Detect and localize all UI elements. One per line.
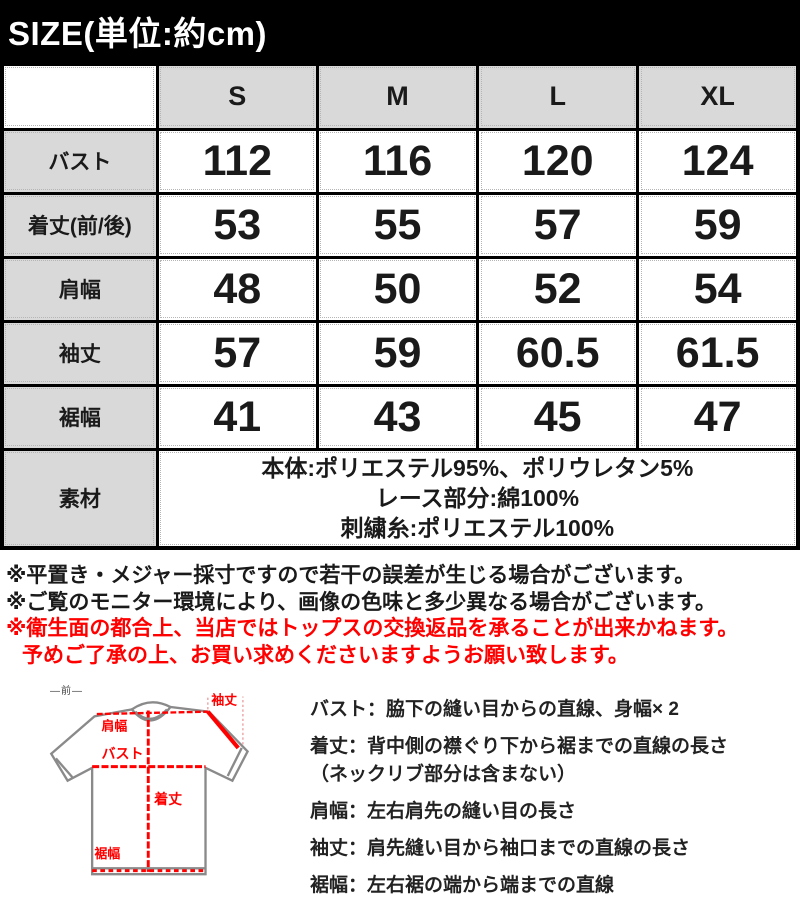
left-cuff-line	[55, 757, 74, 778]
shoulder-measure-line	[96, 710, 208, 715]
table-row-hem: 裾幅 41 43 45 47	[0, 383, 800, 451]
bust-s: 112	[155, 127, 319, 195]
shirt-outline	[49, 700, 250, 875]
bust-m: 116	[315, 127, 480, 195]
def-length: 着丈：背中側の襟ぐり下から裾までの直線の長さ	[310, 735, 729, 757]
def-bust: バスト：脇下の縫い目からの直線、身幅× 2	[310, 698, 679, 720]
col-header-xl: XL	[636, 62, 800, 131]
corner-cell	[0, 62, 159, 131]
table-row-shoulder: 肩幅 48 50 52 54	[0, 255, 800, 323]
sleeve-l: 60.5	[476, 319, 640, 387]
notes-section: ※平置き・メジャー採寸ですので若干の誤差が生じる場合がございます。 ※ご覧のモニ…	[0, 550, 800, 676]
row-label-length: 着丈(前/後)	[0, 191, 159, 259]
note-no-return-2: 予めご了承の上、お買い求めくださいますようお願い致します。	[22, 643, 629, 667]
shirt-body-path	[49, 705, 250, 875]
length-m: 55	[315, 191, 480, 259]
hem-l: 45	[476, 383, 640, 451]
size-table: S M L XL バスト 112 116 120 124 着丈(前/後) 53 …	[0, 62, 800, 550]
hem-label: 裾幅	[94, 845, 120, 860]
col-header-s: S	[155, 62, 319, 131]
row-label-sleeve: 袖丈	[0, 319, 159, 387]
hem-s: 41	[155, 383, 319, 451]
table-row-length: 着丈(前/後) 53 55 57 59	[0, 191, 800, 259]
sleeve-measure-line	[206, 710, 240, 749]
length-xl: 59	[636, 191, 800, 259]
sleeve-xl: 61.5	[636, 319, 800, 387]
shoulder-l: 52	[476, 255, 640, 323]
length-label: 着丈	[153, 791, 182, 807]
def-sleeve: 袖丈：肩先縫い目から袖口までの直線の長さ	[310, 837, 691, 859]
table-row-bust: バスト 112 116 120 124	[0, 127, 800, 195]
def-length-note: （ネックリブ部分は含まない）	[310, 763, 577, 785]
shoulder-xl: 54	[636, 255, 800, 323]
material-line-3: 刺繍糸:ポリエステル100%	[340, 515, 615, 542]
note-monitor: ※ご覧のモニター環境により、画像の色味と多少異なる場合がございます。	[6, 590, 717, 614]
shoulder-s: 48	[155, 255, 319, 323]
shoulder-label: 肩幅	[101, 718, 127, 733]
sleeve-m: 59	[315, 319, 480, 387]
collar-top-path	[131, 700, 171, 710]
table-row-material: 素材 本体:ポリエステル95%、ポリウレタン5% レース部分:綿100% 刺繍糸…	[0, 447, 800, 550]
hem-xl: 47	[636, 383, 800, 451]
page-title: SIZE(単位:約cm)	[8, 15, 268, 52]
bust-xl: 124	[636, 127, 800, 195]
size-table-header-row: S M L XL	[0, 62, 800, 131]
def-shoulder: 肩幅：左右肩先の縫い目の長さ	[310, 800, 577, 822]
material-cell: 本体:ポリエステル95%、ポリウレタン5% レース部分:綿100% 刺繍糸:ポリ…	[155, 447, 800, 550]
def-hem: 裾幅：左右裾の端から端までの直線	[310, 874, 615, 896]
hem-m: 43	[315, 383, 480, 451]
shoulder-m: 50	[315, 255, 480, 323]
col-header-l: L	[476, 62, 640, 131]
measurement-definitions: バスト：脇下の縫い目からの直線、身幅× 2 着丈：背中側の襟ぐり下から裾までの直…	[296, 680, 800, 907]
col-header-m: M	[315, 62, 480, 131]
row-label-material: 素材	[0, 447, 159, 550]
note-measure: ※平置き・メジャー採寸ですので若干の誤差が生じる場合がございます。	[6, 564, 696, 587]
material-line-1: 本体:ポリエステル95%、ポリウレタン5%	[261, 454, 694, 481]
front-label: —前—	[50, 685, 83, 697]
tshirt-diagram: —前— 肩幅	[28, 680, 296, 878]
measurement-guide: —前— 肩幅	[0, 676, 800, 907]
row-label-hem: 裾幅	[0, 383, 159, 451]
length-s: 53	[155, 191, 319, 259]
material-line-2: レース部分:綿100%	[375, 485, 580, 512]
bust-l: 120	[476, 127, 640, 195]
table-row-sleeve: 袖丈 57 59 60.5 61.5	[0, 319, 800, 387]
bust-label: バスト	[101, 745, 143, 761]
sleeve-s: 57	[155, 319, 319, 387]
right-cuff-line	[226, 747, 243, 777]
tshirt-measure-diagram-svg: 肩幅 袖丈 バスト 着丈 裾幅	[49, 693, 250, 875]
sleeve-label: 袖丈	[211, 693, 237, 708]
length-l: 57	[476, 191, 640, 259]
row-label-shoulder: 肩幅	[0, 255, 159, 323]
measure-labels: 肩幅 袖丈 バスト 着丈 裾幅	[94, 693, 237, 861]
size-chart-title-bar: SIZE(単位:約cm)	[0, 0, 800, 62]
row-label-bust: バスト	[0, 127, 159, 195]
note-no-return: ※衛生面の都合上、当店ではトップスの交換返品を承ることが出来かねます。	[6, 617, 739, 641]
measure-lines	[92, 696, 244, 872]
